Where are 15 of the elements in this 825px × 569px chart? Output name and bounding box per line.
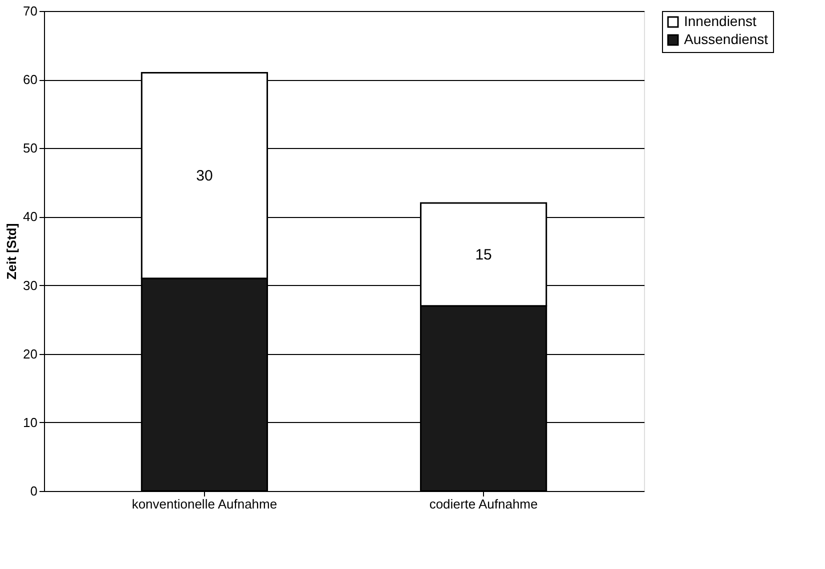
- y-tick-label: 20: [23, 346, 38, 362]
- y-axis-title: Zeit [Std]: [4, 223, 20, 280]
- y-tick-label: 0: [30, 484, 38, 498]
- x-tick-label: konventionelle Aufnahme: [132, 496, 278, 512]
- y-tick-label: 70: [23, 4, 38, 18]
- y-tick-label: 60: [23, 72, 38, 88]
- y-tick-label: 10: [23, 414, 38, 430]
- data-label: 30: [196, 168, 213, 185]
- y-tick-label: 40: [23, 209, 38, 224]
- legend-label: Aussendienst: [684, 31, 768, 47]
- data-label: 15: [475, 246, 492, 264]
- y-tick-label: 50: [23, 140, 38, 156]
- legend-label: Innendienst: [684, 13, 757, 29]
- x-tick-label: codierte Aufnahme: [429, 496, 538, 512]
- y-tick-label: 30: [23, 278, 38, 293]
